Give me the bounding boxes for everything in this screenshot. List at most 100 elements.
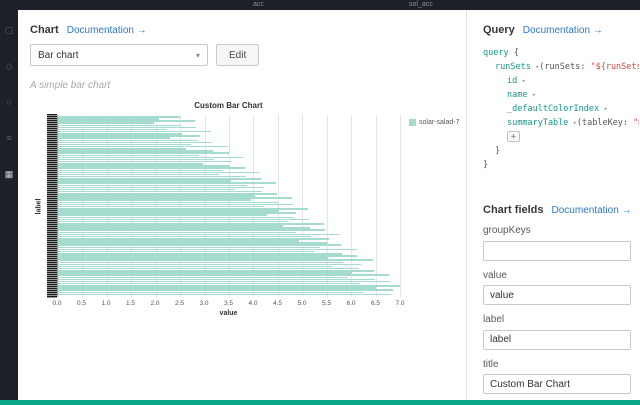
bar [58,122,155,124]
bar [58,248,357,251]
bar [58,253,343,255]
bar [58,274,389,276]
code-token: tableKey: [581,118,629,128]
bar [58,223,325,225]
chart-fields-title: Chart fields [483,204,544,216]
x-tick-label: 1.0 [101,300,111,307]
bar [58,152,229,154]
title-input[interactable] [483,374,631,394]
chart-documentation-link[interactable]: Documentation → [66,25,147,36]
navbar-item[interactable]: sol_acc [409,1,433,8]
sidebar-icon[interactable]: ○ [6,97,12,107]
code-token: ( [539,62,545,72]
value-input[interactable] [483,285,631,305]
bar [58,272,353,274]
sidebar-icon[interactable]: ▢ [4,25,14,35]
sidebar-icon[interactable]: ◇ [5,61,13,71]
gridline [400,115,401,297]
field-dropdown-caret-icon[interactable]: ▾ [527,91,536,99]
bar [58,205,264,208]
bar [58,246,320,249]
bar [58,257,329,259]
x-ticks: 0.0 0.5 1.0 1.5 2.0 2.5 3.0 3.5 4.0 4.5 5.0 5.5 6.0 6… [52,300,404,308]
label-input[interactable] [483,329,631,350]
query-code: query {runSets ▾(runSets: "${runSets}" ▾… [483,46,639,172]
bar [58,278,375,281]
x-tick-label: 0.0 [52,300,62,307]
bar [58,182,276,184]
x-axis-label: value [219,310,238,317]
field-dropdown-caret-icon[interactable]: ▾ [530,63,540,71]
gridline [326,115,328,297]
bar [58,169,224,172]
chart-panel: Chart Documentation → Bar chart ▾ Edit A… [18,10,466,400]
bar [58,173,219,176]
bar [58,210,279,212]
add-field-button[interactable]: + [507,131,520,142]
code-token: "my_ba [633,118,639,128]
bar [58,150,214,152]
bar [58,130,212,133]
bar [58,233,341,236]
code-token: ( [576,118,582,128]
chart-fields-documentation-link[interactable]: Documentation → [551,205,632,216]
bar [58,265,332,268]
field-dropdown-caret-icon[interactable]: ▾ [599,105,608,113]
bar [58,244,342,246]
chart-preview: Custom Bar Chart label 0.0 0.5 1.0 1.5 2.0 2.… [30,95,460,330]
bar [58,156,244,159]
chart-type-select[interactable]: Bar chart ▾ [30,44,208,66]
bar [58,255,358,257]
bar [58,158,215,161]
y-tick-labels [47,114,57,298]
bar [58,118,159,120]
x-tick-label: 7.0 [395,300,405,307]
code-token: id [507,76,518,86]
x-tick-label: 1.5 [125,300,136,307]
query-panel: Query Documentation → query {runSets ▾(r… [466,10,640,400]
bar [58,145,228,148]
bar [58,203,293,206]
bar [58,282,361,285]
bar [58,135,200,137]
code-token: } [495,146,501,156]
table-grid-icon[interactable]: ▦ [4,169,14,179]
bottom-accent-bar [0,400,640,405]
field-dropdown-caret-icon[interactable]: ▾ [568,119,577,127]
bar [58,195,256,197]
bar [58,285,400,287]
bar [58,133,183,135]
bar [58,289,394,291]
bar [58,137,171,139]
edit-button[interactable]: Edit [216,44,260,66]
navbar-item[interactable]: acc [253,1,264,8]
groupkeys-input[interactable] [483,240,631,261]
bar [58,240,300,242]
bar [58,287,376,289]
bar [58,193,277,195]
query-documentation-link[interactable]: Documentation → [522,25,603,36]
bar [58,229,326,231]
code-token: { [508,48,519,58]
bar [58,235,312,238]
bar [58,250,316,253]
bar [58,163,203,165]
bar [58,139,198,142]
sidebar-icon[interactable]: ≡ [6,133,12,143]
field-dropdown-caret-icon[interactable]: ▾ [517,77,526,85]
chart-description: A simple bar chart [30,80,111,91]
bar [58,293,392,296]
bar [58,126,197,129]
bar [58,128,167,131]
bar [58,186,265,189]
bar [58,280,390,283]
x-tick-label: 4.5 [272,300,283,307]
bars [58,115,400,297]
gridline [277,115,279,297]
bar [58,165,230,167]
bar [58,167,245,169]
bar [58,259,373,261]
query-panel-title: Query [483,24,515,36]
bar [58,143,191,146]
bar [58,141,213,144]
